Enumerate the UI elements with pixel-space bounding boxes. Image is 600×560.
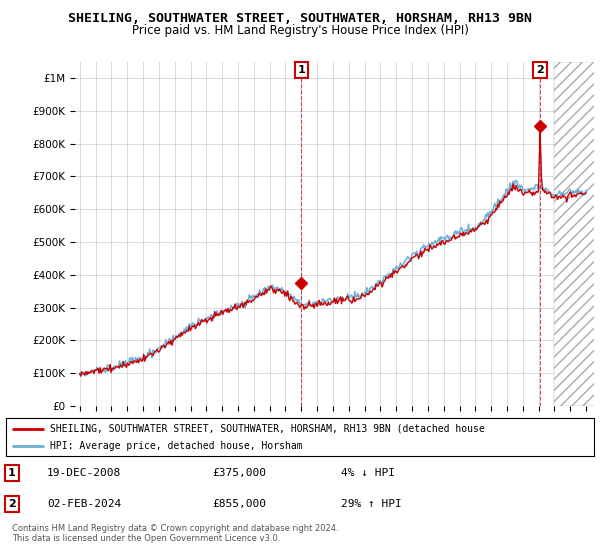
Text: 29% ↑ HPI: 29% ↑ HPI <box>341 499 402 509</box>
Text: 1: 1 <box>8 468 16 478</box>
Text: 19-DEC-2008: 19-DEC-2008 <box>47 468 121 478</box>
Text: £375,000: £375,000 <box>212 468 266 478</box>
Bar <box>554 62 600 406</box>
Text: HPI: Average price, detached house, Horsham: HPI: Average price, detached house, Hors… <box>50 441 303 451</box>
Text: Contains HM Land Registry data © Crown copyright and database right 2024.
This d: Contains HM Land Registry data © Crown c… <box>12 524 338 543</box>
Text: Price paid vs. HM Land Registry's House Price Index (HPI): Price paid vs. HM Land Registry's House … <box>131 24 469 37</box>
Text: 2: 2 <box>536 65 544 75</box>
Text: SHEILING, SOUTHWATER STREET, SOUTHWATER, HORSHAM, RH13 9BN: SHEILING, SOUTHWATER STREET, SOUTHWATER,… <box>68 12 532 25</box>
Text: 1: 1 <box>298 65 305 75</box>
Text: 4% ↓ HPI: 4% ↓ HPI <box>341 468 395 478</box>
Text: 02-FEB-2024: 02-FEB-2024 <box>47 499 121 509</box>
Text: £855,000: £855,000 <box>212 499 266 509</box>
Text: 2: 2 <box>8 499 16 509</box>
Text: SHEILING, SOUTHWATER STREET, SOUTHWATER, HORSHAM, RH13 9BN (detached house: SHEILING, SOUTHWATER STREET, SOUTHWATER,… <box>50 423 485 433</box>
